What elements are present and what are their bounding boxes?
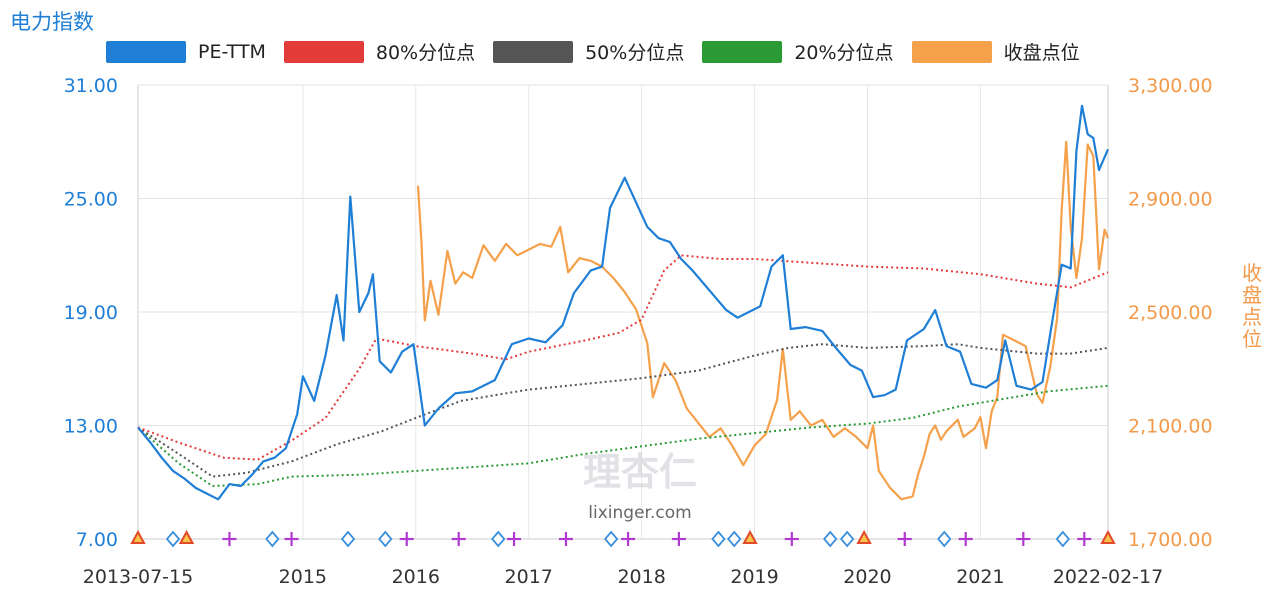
x-tick-label: 2020 [843,566,891,588]
y-left-tick-label: 31.00 [64,75,118,97]
marker-diamond[interactable] [711,530,726,548]
marker-diamond[interactable] [937,530,952,548]
watermark: 理杏仁 lixinger.com [583,450,697,523]
y-left-tick-label: 25.00 [64,189,118,211]
marker-plus[interactable] [1077,532,1092,546]
y-right-tick-label: 2,100.00 [1128,416,1213,438]
y-right-tick-label: 3,300.00 [1128,75,1213,97]
y-right-tick-label: 2,900.00 [1128,189,1213,211]
marker-plus[interactable] [671,532,686,546]
y-right-tick-label: 1,700.00 [1128,529,1213,551]
legend-item-50pct[interactable]: 50%分位点 [493,38,684,65]
legend-label-pe-ttm: PE-TTM [198,40,266,63]
legend-swatch-pe-ttm [106,40,186,63]
y-left-tick-label: 19.00 [64,302,118,324]
series-20pct [137,384,1109,487]
y-left-tick-label: 7.00 [76,529,118,551]
marker-plus[interactable] [451,532,466,546]
legend: PE-TTM 80%分位点 50%分位点 20%分位点 收盘点位 [106,38,1098,65]
marker-diamond[interactable] [823,530,838,548]
series-50pct [137,343,1109,478]
legend-swatch-close [911,40,992,63]
x-tick-label: 2019 [730,566,778,588]
legend-label-80pct: 80%分位点 [375,42,476,64]
legend-label-close: 收盘点位 [1003,42,1080,64]
marker-diamond[interactable] [165,530,181,548]
marker-diamond[interactable] [265,530,280,548]
axes: 7.00 13.00 19.00 25.00 31.00 1,700.00 2,100.00… [64,75,1213,588]
marker-plus[interactable] [897,532,912,546]
watermark-logo: 理杏仁 [583,450,697,494]
series-layer [137,104,1110,501]
x-tick-label: 2015 [279,566,327,588]
legend-swatch-80pct [283,40,364,63]
marker-plus[interactable] [399,532,414,546]
marker-triangle[interactable] [742,529,758,544]
x-tick-label: 2022-02-17 [1053,566,1163,588]
watermark-url: lixinger.com [588,503,691,523]
marker-triangle[interactable] [130,529,146,544]
marker-diamond[interactable] [378,530,393,548]
marker-diamond[interactable] [491,530,506,548]
marker-diamond[interactable] [603,530,619,548]
y-right-tick-label: 2,500.00 [1128,302,1213,324]
marker-layer [130,529,1116,548]
x-tick-label: 2013-07-15 [83,566,193,588]
x-tick-label: 2017 [505,566,553,588]
x-tick-label: 2021 [956,566,1004,588]
marker-plus[interactable] [621,532,636,546]
series-pe-ttm [137,104,1110,501]
x-tick-label: 2018 [617,566,665,588]
legend-swatch-20pct [702,40,783,63]
marker-plus[interactable] [1016,532,1031,546]
series-close [416,140,1110,501]
marker-diamond[interactable] [1055,530,1071,548]
marker-triangle[interactable] [1100,529,1116,544]
legend-label-50pct: 50%分位点 [585,42,685,64]
x-tick-label: 2016 [392,566,440,588]
marker-plus[interactable] [222,532,237,546]
legend-swatch-50pct [493,40,574,63]
marker-plus[interactable] [558,532,573,546]
legend-item-80pct[interactable]: 80%分位点 [283,38,476,65]
marker-triangle[interactable] [178,529,195,544]
chart-title: 电力指数 [10,10,94,34]
marker-plus[interactable] [284,532,299,546]
series-80pct [137,254,1109,461]
marker-plus[interactable] [784,532,799,546]
marker-plus[interactable] [958,532,973,546]
marker-diamond[interactable] [839,530,855,548]
marker-plus[interactable] [507,532,522,546]
legend-item-20pct[interactable]: 20%分位点 [702,38,894,65]
marker-diamond[interactable] [340,530,356,548]
y-left-tick-label: 13.00 [64,416,118,438]
right-axis-label: 收盘点位 [1242,261,1262,351]
legend-item-close[interactable]: 收盘点位 [911,38,1080,65]
legend-label-20pct: 20%分位点 [794,42,894,64]
marker-triangle[interactable] [856,529,872,544]
legend-item-pe-ttm[interactable]: PE-TTM [106,40,266,63]
marker-diamond[interactable] [727,530,742,548]
